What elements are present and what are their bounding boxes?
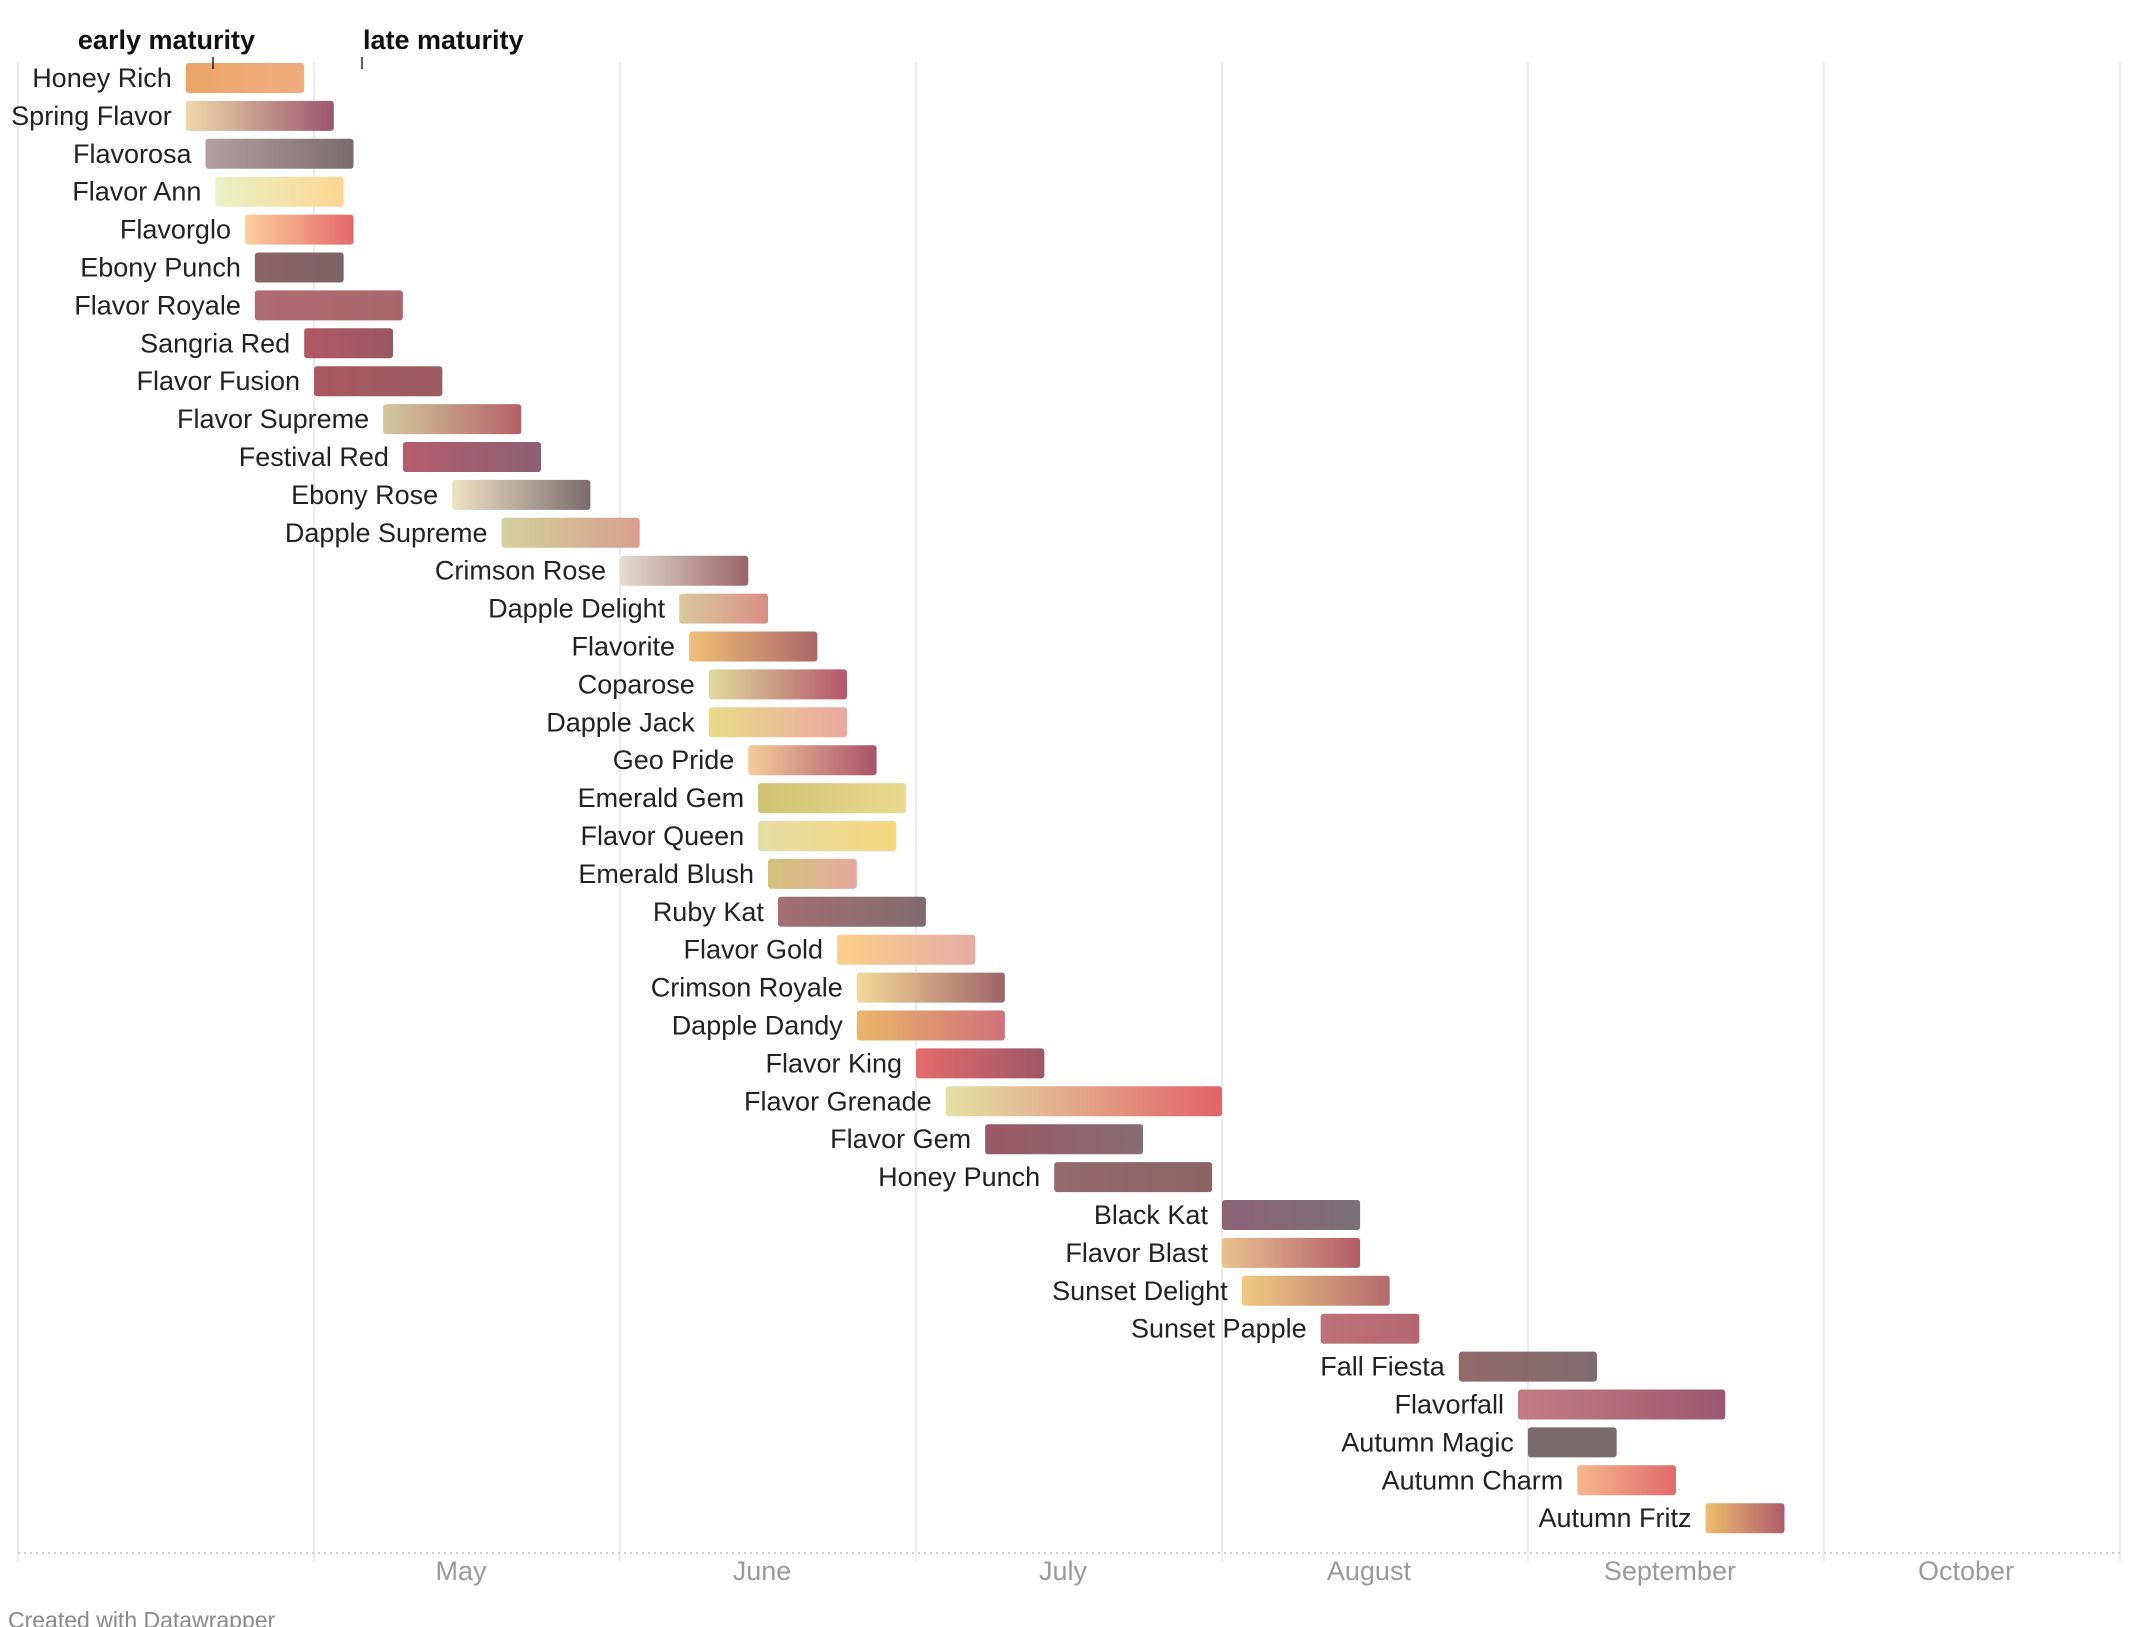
maturity-bar [758, 783, 907, 814]
gridlines [17, 62, 2121, 1561]
variety-label: Flavor Fusion [136, 366, 300, 396]
variety-label: Flavorite [572, 632, 676, 662]
maturity-bar [501, 517, 640, 548]
variety-label: Dapple Supreme [285, 518, 488, 548]
maturity-bar [1705, 1503, 1785, 1534]
variety-label: Flavor Queen [581, 821, 745, 851]
legend: early maturity late maturity [78, 25, 524, 69]
maturity-bar [205, 138, 354, 169]
variety-label: Autumn Charm [1382, 1465, 1564, 1495]
maturity-bar [254, 252, 344, 283]
maturity-bar [1577, 1465, 1676, 1496]
variety-label: Dapple Dandy [672, 1011, 844, 1041]
x-tick-label: July [1039, 1556, 1088, 1586]
maturity-bar [619, 555, 749, 586]
x-axis: May June July August September October [18, 1552, 2120, 1586]
maturity-bar [215, 176, 344, 207]
variety-label: Autumn Magic [1341, 1427, 1514, 1457]
variety-label: Sangria Red [140, 328, 290, 358]
variety-label: Flavorfall [1394, 1390, 1504, 1420]
maturity-bar [383, 404, 522, 435]
variety-label: Flavor Blast [1065, 1238, 1208, 1268]
variety-label: Sunset Delight [1052, 1276, 1228, 1306]
variety-label: Ebony Rose [291, 480, 438, 510]
variety-label: Festival Red [239, 442, 389, 472]
variety-label: Sunset Papple [1131, 1314, 1307, 1344]
variety-label: Flavor Gold [684, 935, 824, 965]
maturity-bar [689, 631, 818, 662]
variety-label: Dapple Delight [488, 594, 666, 624]
variety-label: Flavor King [765, 1048, 902, 1078]
variety-label: Honey Punch [878, 1162, 1040, 1192]
maturity-bar [748, 745, 877, 776]
variety-label: Ruby Kat [653, 897, 765, 927]
variety-label: Ebony Punch [80, 253, 241, 283]
variety-labels: Honey Rich Spring Flavor Flavorosa Flavor A… [11, 63, 1691, 1533]
variety-label: Emerald Gem [578, 783, 745, 813]
maturity-bars [185, 63, 1785, 1534]
x-tick-label: June [733, 1556, 792, 1586]
maturity-bar [1458, 1351, 1597, 1382]
variety-label: Flavor Grenade [744, 1086, 932, 1116]
maturity-bar [1241, 1275, 1390, 1306]
maturity-bar [708, 669, 847, 700]
variety-label: Flavorglo [120, 215, 231, 245]
maturity-bar [1527, 1427, 1617, 1458]
x-tick-label: May [436, 1556, 488, 1586]
maturity-bar [254, 290, 403, 321]
variety-label: Fall Fiesta [1320, 1352, 1446, 1382]
variety-label: Crimson Royale [651, 973, 843, 1003]
variety-label: Flavor Supreme [177, 404, 369, 434]
variety-label: Spring Flavor [11, 101, 172, 131]
variety-label: Flavorosa [73, 139, 193, 169]
variety-label: Autumn Fritz [1538, 1503, 1691, 1533]
maturity-bar [185, 100, 334, 131]
variety-label: Flavor Gem [830, 1124, 971, 1154]
variety-label: Geo Pride [613, 745, 735, 775]
maturity-bar [777, 896, 926, 927]
maturity-bar [185, 63, 305, 93]
maturity-bar [452, 479, 591, 510]
variety-label: Flavor Royale [74, 290, 241, 320]
maturity-bar [304, 328, 394, 359]
legend-late-label: late maturity [363, 25, 524, 55]
variety-label: Flavor Ann [72, 177, 201, 207]
variety-label: Dapple Jack [546, 707, 695, 737]
variety-label: Crimson Rose [435, 556, 606, 586]
maturity-bar [856, 972, 1005, 1003]
maturity-bar [945, 1086, 1222, 1117]
maturity-bar [1518, 1389, 1726, 1420]
maturity-bar [837, 934, 976, 965]
variety-label: Black Kat [1094, 1200, 1209, 1230]
maturity-bar [314, 366, 443, 397]
maturity-bar [1054, 1162, 1213, 1193]
maturity-bar [768, 858, 857, 889]
maturity-bar [1221, 1237, 1361, 1268]
variety-label: Coparose [578, 669, 695, 699]
x-tick-label: August [1327, 1556, 1412, 1586]
maturity-bar [402, 442, 542, 472]
maturity-bar [244, 214, 354, 245]
variety-label: Emerald Blush [578, 859, 754, 889]
maturity-bar [708, 707, 847, 738]
maturity-bar [1320, 1313, 1420, 1344]
maturity-bar [856, 1010, 1005, 1041]
x-tick-label: September [1604, 1556, 1736, 1586]
footer-credit: Created with Datawrapper [8, 1607, 276, 1627]
legend-early-label: early maturity [78, 25, 255, 55]
variety-label: Honey Rich [32, 63, 172, 93]
maturity-bar [679, 593, 769, 624]
maturity-bar [916, 1048, 1045, 1079]
maturity-bar [1221, 1200, 1361, 1230]
maturity-bar [985, 1124, 1144, 1155]
x-tick-label: October [1918, 1556, 2014, 1586]
maturity-bar [758, 821, 897, 851]
